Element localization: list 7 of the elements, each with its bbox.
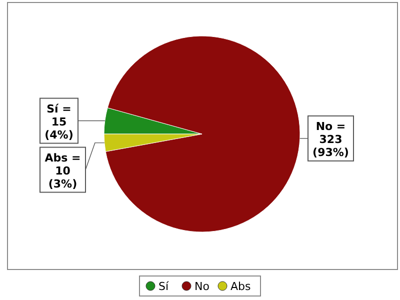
data-label: Abs = 10 (3%) <box>44 151 81 190</box>
data-label: Sí = 15 (4%) <box>44 102 74 142</box>
legend-label: Abs <box>230 280 252 293</box>
pie-slice <box>105 36 300 232</box>
legend-label: Sí <box>158 280 170 293</box>
data-label: No = 323 (93%) <box>312 120 349 159</box>
legend-label: No <box>194 280 210 293</box>
